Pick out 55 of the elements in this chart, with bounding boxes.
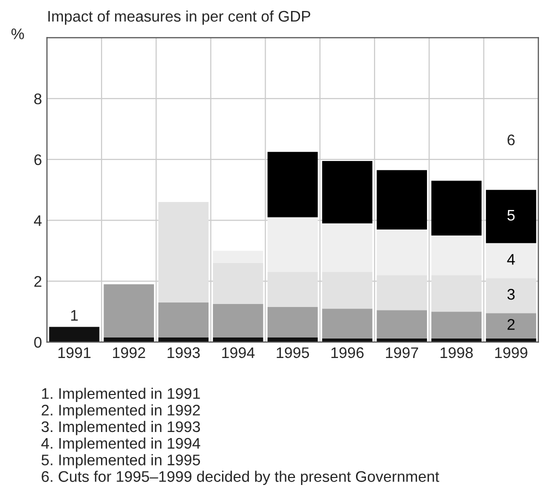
series-label: 1 (71, 310, 78, 321)
bar (376, 310, 427, 338)
x-tick-label: 1994 (222, 347, 255, 358)
y-axis-title: % (11, 28, 24, 40)
text: 6. Cuts for 1995–1999 decided by the present Government (42, 470, 440, 485)
bar (376, 170, 427, 230)
text: 3. Implemented in 1993 (42, 420, 200, 436)
bar (486, 313, 536, 338)
bar (158, 302, 209, 338)
bar (104, 284, 154, 338)
y-tick-label: 2 (34, 276, 42, 287)
bar (322, 308, 372, 338)
bar (376, 275, 427, 310)
text: 5. Implemented in 1995 (42, 454, 200, 468)
annotation: 6 (508, 134, 515, 146)
y-tick-label: 6 (34, 154, 42, 166)
bar (431, 275, 482, 312)
bar (268, 217, 318, 272)
text: 4. Implemented in 1994 (41, 438, 200, 452)
bar (268, 152, 318, 218)
bar (486, 243, 536, 278)
y-tick-label: 0 (34, 336, 42, 348)
chart-title: Impact of measures in per cent of GDP (48, 10, 310, 25)
series-label: 4 (507, 254, 515, 265)
y-tick-label: 4 (34, 215, 42, 226)
x-tick-label: 1998 (440, 347, 473, 358)
text: 1. Implemented in 1991 (42, 388, 200, 402)
bar (212, 262, 264, 304)
bar (431, 312, 482, 338)
series-label: 3 (507, 288, 515, 300)
bar (268, 307, 318, 338)
bar (158, 202, 209, 302)
x-tick-label: 1997 (386, 347, 418, 358)
x-tick-label: 1993 (168, 347, 200, 358)
bar (486, 190, 536, 244)
series-label: 5 (507, 210, 515, 221)
x-tick-label: 1992 (113, 347, 146, 358)
x-tick-label: 1996 (331, 347, 364, 358)
bar (212, 304, 264, 338)
bar (376, 229, 427, 276)
x-tick-label: 1999 (495, 347, 528, 358)
bar (431, 180, 482, 236)
bar (431, 236, 482, 276)
bar (322, 160, 372, 224)
bar (322, 272, 372, 309)
bar (268, 272, 318, 308)
bar (49, 326, 100, 342)
y-tick-label: 8 (34, 93, 42, 104)
bar (212, 250, 264, 263)
series-label: 2 (508, 319, 515, 330)
text: 2. Implemented in 1992 (42, 404, 200, 419)
x-tick-label: 1995 (276, 347, 310, 358)
bar (322, 223, 372, 272)
bar (486, 278, 536, 314)
x-tick-label: 1991 (58, 347, 91, 358)
